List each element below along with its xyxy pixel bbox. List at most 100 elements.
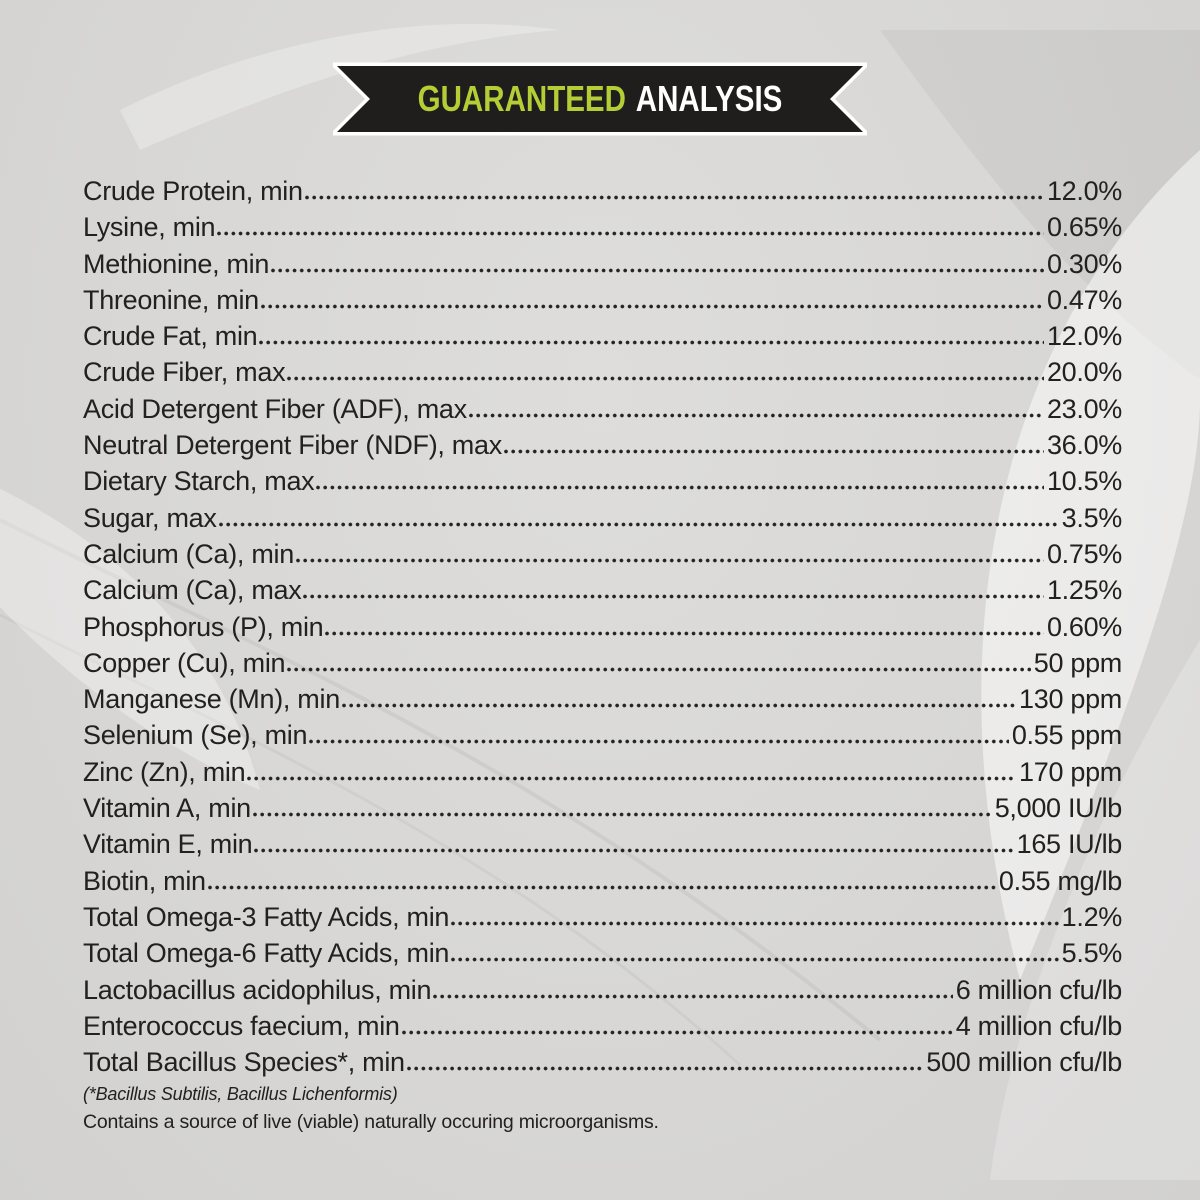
dot-leader (252, 812, 992, 818)
swirl-white-streak-top-left (120, 23, 560, 151)
swirl-white-band-bottom-right (990, 640, 1200, 1180)
dot-leader (451, 920, 1059, 926)
dot-leader (309, 739, 1009, 745)
dot-leader (260, 303, 1044, 309)
analysis-row-value: 5,000 IU/lb (994, 793, 1123, 824)
analysis-row-label: Sugar, max (83, 502, 217, 533)
banner-title-analysis: ANALYSIS (635, 78, 783, 119)
banner-title: GUARANTEED ANALYSIS (381, 62, 819, 136)
dot-leader (341, 703, 1017, 709)
analysis-row-label: Threonine, min (83, 284, 259, 315)
analysis-row-value: 5.5% (1061, 938, 1123, 969)
analysis-row: Crude Fat, min 12.0% (83, 321, 1122, 357)
analysis-row-label: Vitamin A, min (83, 793, 251, 824)
analysis-row-value: 0.75% (1046, 538, 1122, 569)
analysis-row-label: Lactobacillus acidophilus, min (83, 974, 432, 1005)
dot-leader (271, 267, 1044, 273)
analysis-row-label: Acid Detergent Fiber (ADF), max (83, 393, 467, 424)
analysis-row-label: Biotin, min (83, 865, 206, 896)
dot-leader (433, 993, 953, 999)
analysis-table: Crude Protein, min 12.0% Lysine, min 0.6… (83, 176, 1122, 1083)
analysis-row-value: 130 ppm (1019, 684, 1122, 715)
analysis-row: Methionine, min 0.30% (83, 249, 1122, 285)
analysis-row: Enterococcus faecium, min 4 million cfu/… (83, 1011, 1122, 1047)
analysis-row: Copper (Cu), min 50 ppm (83, 648, 1122, 684)
analysis-row-label: Calcium (Ca), min (83, 538, 294, 569)
analysis-row-value: 12.0% (1046, 321, 1122, 352)
analysis-row-label: Selenium (Se), min (83, 720, 308, 751)
dot-leader (259, 340, 1044, 346)
swirl-white-blob-left (0, 488, 260, 790)
dot-leader (406, 1066, 924, 1072)
dot-leader (218, 521, 1059, 527)
banner-title-guaranteed: GUARANTEED (417, 78, 626, 119)
analysis-row-value: 4 million cfu/lb (955, 1010, 1123, 1041)
analysis-row: Crude Fiber, max 20.0% (83, 357, 1122, 393)
analysis-row-label: Vitamin E, min (83, 829, 253, 860)
analysis-row-label: Copper (Cu), min (83, 647, 286, 678)
dot-leader (247, 775, 1017, 781)
analysis-row-value: 20.0% (1046, 357, 1122, 388)
analysis-row-label: Total Omega-3 Fatty Acids, min (83, 901, 450, 932)
analysis-row-label: Crude Fiber, max (83, 357, 286, 388)
dot-leader (316, 485, 1044, 491)
footnote-live-microorganisms: Contains a source of live (viable) natur… (83, 1111, 659, 1133)
swirl-thin-arc-2 (0, 613, 742, 1067)
analysis-row-value: 165 IU/lb (1016, 829, 1123, 860)
footnote-bacillus-species: (*Bacillus Subtilis, Bacillus Lichenform… (83, 1084, 398, 1104)
analysis-row-value: 0.55 ppm (1011, 720, 1122, 751)
dot-leader (304, 195, 1044, 200)
analysis-row-value: 10.5% (1046, 466, 1122, 497)
dot-leader (287, 666, 1031, 672)
analysis-row-label: Zinc (Zn), min (83, 756, 246, 787)
analysis-row-label: Enterococcus faecium, min (83, 1010, 400, 1041)
analysis-row-value: 0.55 mg/lb (998, 865, 1122, 896)
analysis-row-value: 3.5% (1061, 502, 1123, 533)
analysis-row: Total Bacillus Species*, min 500 million… (83, 1047, 1122, 1083)
analysis-row-value: 500 million cfu/lb (926, 1047, 1122, 1078)
analysis-row-value: 23.0% (1046, 393, 1122, 424)
swirl-thin-arc-1 (0, 518, 882, 1042)
analysis-row-label: Neutral Detergent Fiber (NDF), max (83, 430, 502, 461)
guaranteed-analysis-banner: GUARANTEED ANALYSIS (333, 62, 867, 136)
analysis-row: Calcium (Ca), max 1.25% (83, 575, 1122, 611)
dot-leader (451, 957, 1059, 963)
analysis-row: Phosphorus (P), min 0.60% (83, 612, 1122, 648)
dot-leader (325, 630, 1044, 636)
swirl-white-crescent (981, 150, 1200, 980)
analysis-row-value: 1.25% (1046, 575, 1122, 606)
ribbon-shape (333, 62, 867, 136)
analysis-row: Vitamin A, min 5,000 IU/lb (83, 793, 1122, 829)
analysis-row-value: 36.0% (1046, 430, 1122, 461)
analysis-row-label: Crude Fat, min (83, 321, 258, 352)
dot-leader (468, 412, 1044, 418)
analysis-row-label: Phosphorus (P), min (83, 611, 324, 642)
dot-leader (207, 884, 996, 890)
dot-leader (401, 1029, 953, 1035)
analysis-row-value: 50 ppm (1033, 647, 1123, 678)
dot-leader (287, 376, 1044, 382)
analysis-row-value: 0.60% (1046, 611, 1122, 642)
analysis-row-label: Total Bacillus Species*, min (83, 1047, 405, 1078)
analysis-row: Biotin, min 0.55 mg/lb (83, 866, 1122, 902)
dot-leader (217, 231, 1044, 237)
analysis-row-label: Calcium (Ca), max (83, 575, 302, 606)
analysis-row-label: Total Omega-6 Fatty Acids, min (83, 938, 450, 969)
analysis-row: Neutral Detergent Fiber (NDF), max 36.0% (83, 430, 1122, 466)
analysis-row: Threonine, min 0.47% (83, 285, 1122, 321)
analysis-row-value: 170 ppm (1019, 756, 1122, 787)
analysis-row-label: Dietary Starch, max (83, 466, 315, 497)
analysis-row: Crude Protein, min 12.0% (83, 176, 1122, 212)
analysis-row: Calcium (Ca), min 0.75% (83, 539, 1122, 575)
analysis-row-value: 12.0% (1046, 176, 1122, 206)
analysis-row-value: 0.65% (1046, 212, 1122, 243)
analysis-row-value: 6 million cfu/lb (955, 974, 1123, 1005)
analysis-row: Lactobacillus acidophilus, min 6 million… (83, 975, 1122, 1011)
analysis-row: Total Omega-6 Fatty Acids, min 5.5% (83, 938, 1122, 974)
dot-leader (503, 449, 1044, 455)
footnotes: (*Bacillus Subtilis, Bacillus Lichenform… (83, 1081, 1140, 1138)
ribbon-swallowtail-path (333, 62, 867, 136)
dot-leader (295, 557, 1044, 563)
